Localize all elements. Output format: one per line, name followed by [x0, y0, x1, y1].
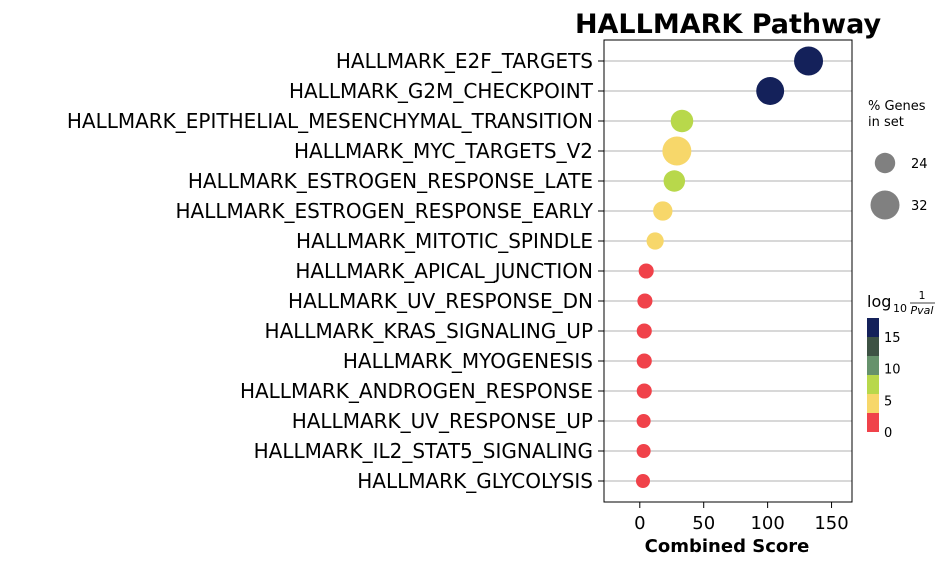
data-point [636, 323, 652, 339]
size-legend-title-line-1: % Genes [868, 99, 926, 114]
y-tick-label: HALLMARK_E2F_TARGETS [336, 49, 593, 73]
y-tick-label: HALLMARK_MYC_TARGETS_V2 [294, 139, 593, 163]
data-point [636, 444, 651, 458]
data-point [653, 201, 673, 221]
y-tick-label: HALLMARK_ANDROGEN_RESPONSE [240, 379, 593, 403]
color-legend-band [867, 356, 879, 375]
color-legend-tick-label: 0 [884, 426, 892, 441]
color-legend-band [867, 394, 879, 413]
y-axis-ticks: HALLMARK_E2F_TARGETS HALLMARK_G2M_CHECKPO… [67, 49, 604, 493]
data-points [635, 46, 824, 488]
color-legend-title-base: 10 [893, 302, 907, 315]
y-tick-label: HALLMARK_ESTROGEN_RESPONSE_EARLY [176, 199, 594, 223]
data-point [635, 474, 650, 488]
data-point [636, 353, 652, 369]
y-tick-label: HALLMARK_UV_RESPONSE_DN [288, 289, 593, 313]
size-legend-title-line-2: in set [868, 115, 904, 130]
y-tick-label: HALLMARK_ESTROGEN_RESPONSE_LATE [188, 169, 593, 193]
data-point [663, 170, 686, 192]
x-tick-label: 50 [692, 513, 715, 534]
size-legend-label: 24 [911, 157, 928, 172]
size-legend-label: 32 [911, 199, 928, 214]
color-legend-title-numerator: 1 [919, 289, 926, 302]
color-legend-band [867, 337, 879, 356]
color-legend-tick-label: 10 [884, 363, 901, 378]
x-tick-label: 150 [814, 513, 848, 534]
color-legend: log 10 1 Pval 0 5 10 15 [867, 289, 935, 441]
size-legend: % Genes in set 24 32 [868, 99, 928, 220]
y-tick-label: HALLMARK_APICAL_JUNCTION [295, 259, 593, 283]
y-tick-label: HALLMARK_G2M_CHECKPOINT [289, 79, 594, 103]
color-legend-band [867, 375, 879, 394]
x-tick-label: 0 [634, 513, 645, 534]
data-point [756, 77, 785, 105]
data-point [670, 109, 694, 133]
data-point [646, 232, 664, 250]
x-axis-ticks: 0 50 100 150 [634, 502, 849, 534]
y-tick-label: HALLMARK_IL2_STAT5_SIGNALING [254, 439, 593, 463]
y-tick-label: HALLMARK_UV_RESPONSE_UP [292, 409, 593, 433]
size-legend-marker [874, 152, 896, 174]
color-legend-band [867, 413, 879, 432]
data-point [662, 136, 692, 166]
y-tick-label: HALLMARK_GLYCOLYSIS [357, 469, 593, 493]
data-point [794, 46, 824, 76]
color-legend-title-log: log [867, 292, 891, 311]
y-tick-label: HALLMARK_EPITHELIAL_MESENCHYMAL_TRANSITI… [67, 109, 593, 133]
color-legend-band [867, 318, 879, 337]
data-point [638, 263, 654, 279]
data-point [636, 414, 651, 428]
y-tick-label: HALLMARK_KRAS_SIGNALING_UP [265, 319, 593, 343]
data-point [637, 293, 653, 309]
x-tick-label: 100 [750, 513, 784, 534]
x-axis-label: Combined Score [645, 536, 810, 557]
y-tick-label: HALLMARK_MITOTIC_SPINDLE [296, 229, 593, 253]
color-legend-title-denominator: Pval [911, 304, 934, 317]
chart-title: HALLMARK Pathway [575, 9, 882, 40]
data-point [636, 383, 652, 399]
color-legend-tick-label: 5 [884, 394, 892, 409]
size-legend-marker [870, 190, 900, 220]
y-tick-label: HALLMARK_MYOGENESIS [343, 349, 593, 373]
color-legend-tick-label: 15 [884, 331, 901, 346]
